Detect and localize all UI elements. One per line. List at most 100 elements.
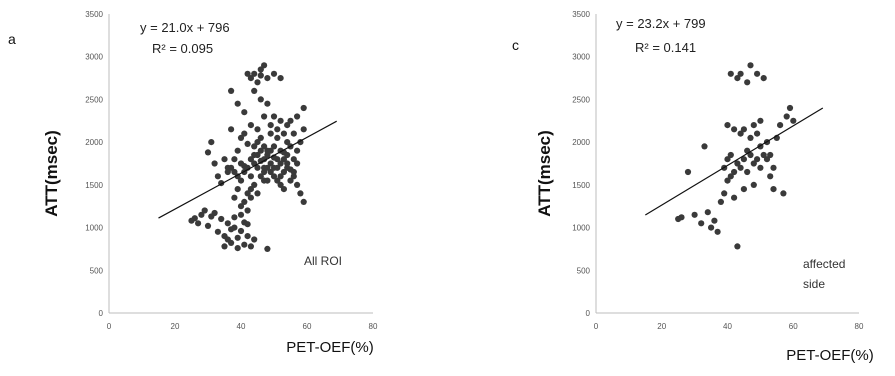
data-point [267, 130, 274, 137]
data-point [737, 164, 744, 171]
data-point [300, 126, 307, 133]
data-point [734, 75, 741, 82]
data-point [284, 139, 291, 146]
data-point [231, 194, 238, 201]
data-point [678, 214, 685, 221]
data-point [300, 198, 307, 205]
data-point [251, 87, 258, 94]
trendline [645, 107, 824, 216]
data-point [727, 173, 734, 180]
data-point [734, 243, 741, 250]
data-point [731, 168, 738, 176]
data-point [241, 198, 248, 205]
data-point [247, 75, 254, 82]
data-point [284, 160, 291, 167]
data-point [294, 147, 301, 154]
data-point [257, 72, 264, 79]
data-point [760, 75, 767, 82]
data-point [711, 217, 718, 224]
y-tick-label: 1000 [572, 224, 590, 233]
y-tick-label: 1000 [85, 224, 103, 233]
regression-equation: y = 21.0x + 796 [140, 20, 230, 35]
data-point [747, 134, 754, 141]
data-point [264, 100, 271, 107]
data-point [241, 109, 248, 116]
panel-label: a [8, 31, 16, 47]
data-point [270, 164, 278, 171]
x-axis-title: PET-OEF(%) [286, 339, 374, 356]
data-point [724, 177, 731, 184]
data-point [277, 117, 284, 124]
r-squared-label: R² = 0.095 [152, 41, 213, 56]
data-point [277, 160, 284, 167]
data-point [218, 215, 225, 223]
regression-equation: y = 23.2x + 799 [616, 16, 706, 31]
data-point [257, 96, 264, 103]
r-squared-label: R² = 0.141 [635, 40, 696, 55]
annotation-text: side [803, 277, 825, 291]
data-point [294, 160, 301, 167]
y-tick-label: 0 [99, 309, 104, 318]
data-point [244, 70, 251, 77]
data-point [208, 139, 215, 146]
data-point [267, 147, 274, 154]
data-point [234, 234, 241, 241]
data-point [280, 186, 287, 193]
data-point [757, 164, 764, 171]
data-point [754, 70, 761, 77]
data-point [780, 190, 787, 197]
data-point [754, 156, 761, 163]
data-point [727, 70, 734, 77]
x-tick-label: 60 [789, 322, 798, 331]
data-point [251, 236, 258, 243]
y-tick-label: 3000 [572, 53, 590, 62]
data-point [214, 228, 221, 235]
data-point [228, 164, 235, 171]
y-tick-label: 2500 [572, 95, 590, 104]
data-point [790, 117, 797, 124]
data-point [284, 122, 291, 129]
panel-label: c [512, 37, 519, 53]
data-point [221, 156, 228, 163]
data-point [237, 160, 245, 167]
data-point [740, 126, 748, 133]
data-point [267, 122, 274, 129]
data-point [734, 160, 741, 167]
data-point [737, 70, 744, 77]
data-point [214, 173, 221, 180]
data-point [277, 173, 284, 180]
data-point [261, 156, 268, 163]
data-point [254, 190, 261, 197]
y-tick-label: 2500 [85, 95, 103, 104]
data-point [244, 207, 251, 214]
data-point [287, 177, 294, 184]
data-point [284, 164, 291, 171]
data-point [234, 245, 241, 252]
data-point [727, 151, 734, 159]
data-point [201, 207, 208, 214]
data-point [261, 113, 268, 120]
data-point [757, 117, 764, 124]
y-tick-label: 0 [586, 309, 591, 318]
data-point [777, 122, 784, 129]
data-point [287, 117, 294, 124]
y-tick-label: 2000 [85, 138, 103, 147]
y-tick-label: 3500 [572, 10, 590, 19]
data-point [704, 209, 711, 216]
data-point [204, 149, 212, 156]
data-point [247, 156, 254, 163]
data-point [211, 160, 218, 167]
data-point [786, 104, 794, 112]
x-tick-label: 20 [171, 322, 180, 331]
data-point [280, 156, 287, 163]
data-point [290, 168, 297, 176]
data-point [754, 130, 761, 137]
data-point [234, 147, 241, 154]
data-point [237, 211, 245, 218]
x-tick-label: 40 [723, 322, 732, 331]
data-point [254, 126, 261, 133]
data-point [290, 156, 297, 163]
data-point [737, 130, 744, 137]
data-point [247, 122, 254, 129]
data-point [224, 220, 231, 227]
